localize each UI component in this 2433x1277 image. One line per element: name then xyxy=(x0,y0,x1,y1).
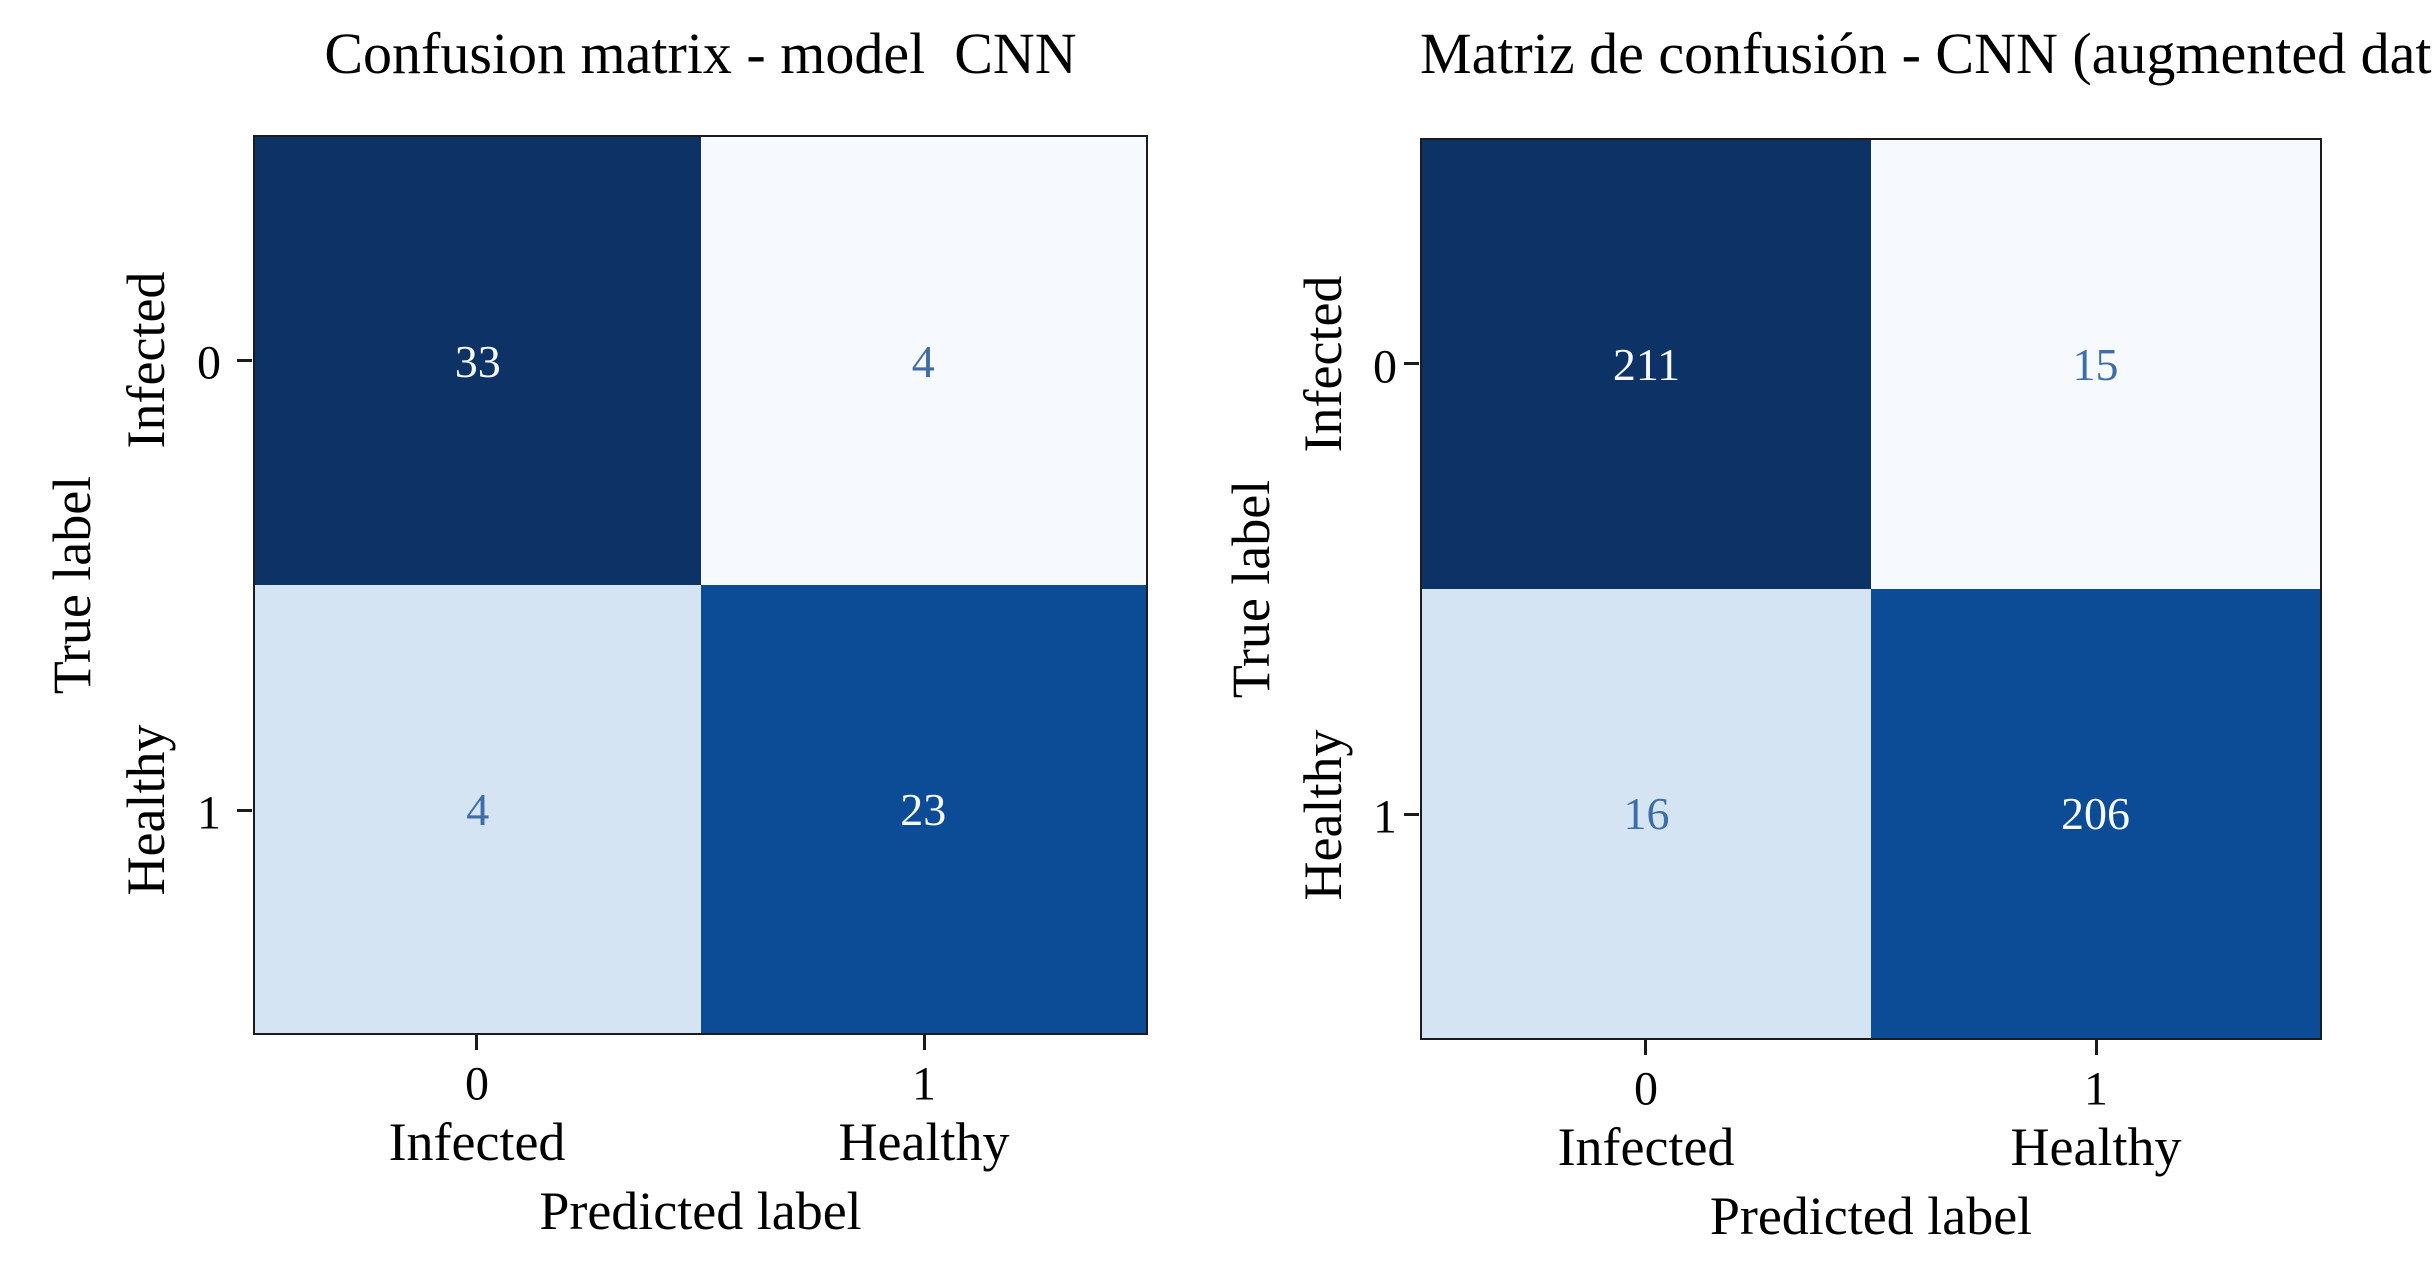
cell-value: 33 xyxy=(454,335,501,387)
matrix-cell-true0-pred0: 33 xyxy=(255,137,701,585)
matrix-cell-true0-pred1: 15 xyxy=(1871,140,2320,589)
confusion-matrix-right: 211 15 16 206 xyxy=(1420,138,2322,1040)
x-tick-mark xyxy=(2095,1040,2098,1055)
x-tick-word-infected: Infected xyxy=(388,1112,566,1172)
x-axis-label: Predicted label xyxy=(539,1181,862,1241)
chart-title-left: Confusion matrix - model CNN xyxy=(324,21,1077,86)
cell-value: 206 xyxy=(2061,788,2130,839)
cell-value: 4 xyxy=(911,335,935,387)
x-tick-word-healthy: Healthy xyxy=(838,1112,1010,1172)
y-axis-label: True label xyxy=(42,475,102,695)
matrix-cell-true0-pred0: 211 xyxy=(1422,140,1871,589)
y-tick-number-1: 1 xyxy=(1373,790,1397,844)
y-tick-word-infected: Infected xyxy=(1293,275,1353,453)
chart-title-right: Matriz de confusión - CNN (augmented dat… xyxy=(1420,21,2433,86)
matrix-cell-true0-pred1: 4 xyxy=(700,137,1146,585)
x-tick-number-1: 1 xyxy=(2084,1062,2108,1116)
confusion-matrix-left: 33 4 4 23 xyxy=(253,135,1148,1035)
y-tick-number-0: 0 xyxy=(197,336,221,390)
x-tick-mark xyxy=(923,1035,926,1050)
x-tick-mark xyxy=(475,1035,478,1050)
matrix-cell-true1-pred1: 23 xyxy=(700,585,1146,1033)
y-tick-word-infected: Infected xyxy=(116,271,176,449)
x-tick-word-healthy: Healthy xyxy=(2010,1117,2182,1177)
y-tick-number-1: 1 xyxy=(197,786,221,840)
matrix-cell-true1-pred0: 16 xyxy=(1422,589,1871,1038)
x-tick-number-0: 0 xyxy=(1634,1062,1658,1116)
cell-value: 16 xyxy=(1623,788,1670,839)
x-tick-mark xyxy=(1644,1040,1647,1055)
cell-value: 211 xyxy=(1612,339,1681,390)
x-tick-number-0: 0 xyxy=(465,1057,489,1111)
y-tick-mark xyxy=(1404,813,1419,816)
x-tick-word-infected: Infected xyxy=(1557,1117,1735,1177)
matrix-cell-true1-pred1: 206 xyxy=(1871,589,2320,1038)
y-tick-word-healthy: Healthy xyxy=(1293,729,1353,901)
matrix-cell-true1-pred0: 4 xyxy=(255,585,701,1033)
y-tick-word-healthy: Healthy xyxy=(116,724,176,896)
x-tick-number-1: 1 xyxy=(912,1057,936,1111)
cell-value: 4 xyxy=(466,783,490,835)
cell-value: 23 xyxy=(900,783,947,835)
cell-value: 15 xyxy=(2072,339,2119,390)
y-tick-mark xyxy=(237,809,252,812)
y-tick-number-0: 0 xyxy=(1373,340,1397,394)
x-axis-label: Predicted label xyxy=(1709,1186,2033,1246)
y-tick-mark xyxy=(237,359,252,362)
y-axis-label: True label xyxy=(1221,479,1281,699)
y-tick-mark xyxy=(1404,362,1419,365)
